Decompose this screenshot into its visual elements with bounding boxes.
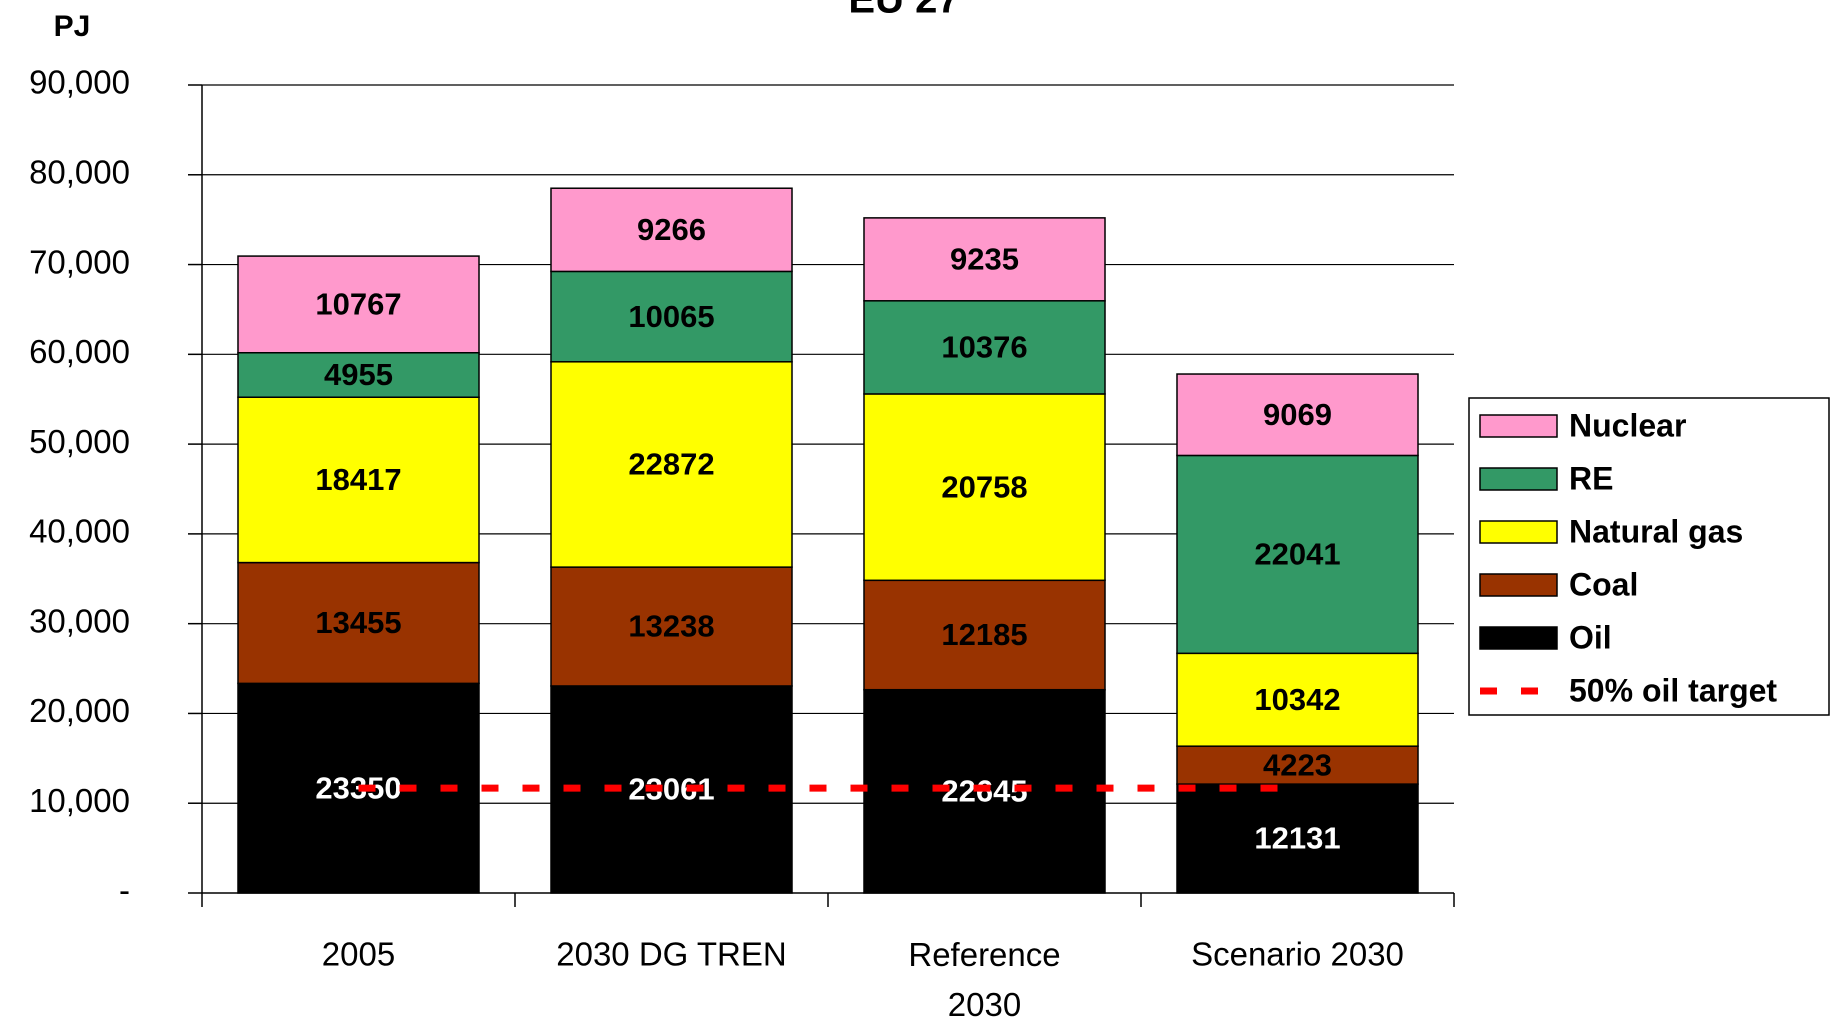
legend-swatch — [1479, 520, 1558, 544]
legend-swatch — [1479, 573, 1558, 597]
data-label: 10767 — [315, 287, 401, 322]
data-label: 13455 — [315, 605, 401, 640]
x-tick-label: Reference 2030 — [908, 936, 1060, 1022]
x-tick-label: Scenario 2030 — [1191, 936, 1404, 973]
x-tick-label: 2030 DG TREN — [556, 936, 786, 973]
bar-segment — [1176, 783, 1419, 894]
data-label: 9069 — [1263, 397, 1332, 432]
data-label: 9235 — [950, 242, 1019, 277]
data-label: 20758 — [941, 469, 1027, 504]
bar-segment — [550, 270, 793, 363]
bar-segment — [863, 579, 1106, 691]
bar-segment — [550, 187, 793, 273]
y-tick-label: - — [119, 872, 130, 909]
y-tick-label: 20,000 — [29, 692, 130, 729]
data-label: 12185 — [941, 617, 1027, 652]
bar-segment — [863, 300, 1106, 395]
data-label: 12131 — [1254, 821, 1340, 856]
bar-segment — [863, 393, 1106, 582]
data-label: 4223 — [1263, 747, 1332, 782]
data-label: 18417 — [315, 462, 401, 497]
y-tick-label: 80,000 — [29, 153, 130, 190]
data-label: 9266 — [637, 212, 706, 247]
bar-segment — [1176, 373, 1419, 457]
y-tick-label: 40,000 — [29, 513, 130, 550]
legend-swatch — [1479, 414, 1558, 438]
data-label: 4955 — [324, 357, 393, 392]
y-tick-label: 10,000 — [29, 782, 130, 819]
data-label: 13238 — [628, 609, 714, 644]
legend-label: RE — [1569, 460, 1613, 496]
bar-segment — [863, 217, 1106, 302]
bar-segment — [1176, 745, 1419, 785]
y-tick-label: 30,000 — [29, 602, 130, 639]
bar-segment — [1176, 454, 1419, 655]
x-tick-label-line: Reference — [908, 936, 1060, 973]
bar-segment — [237, 561, 480, 685]
y-axis-label: PJ — [54, 10, 91, 43]
bar-segment — [550, 566, 793, 687]
data-label: 10065 — [628, 299, 714, 334]
bar-segment — [550, 685, 793, 894]
data-label: 22872 — [628, 447, 714, 482]
legend-swatch — [1479, 467, 1558, 491]
legend-label: Nuclear — [1569, 407, 1686, 443]
legend-box — [1468, 397, 1830, 716]
data-label: 10342 — [1254, 682, 1340, 717]
legend-label: Oil — [1569, 619, 1612, 655]
legend-swatch — [1479, 626, 1558, 650]
y-tick-label: 70,000 — [29, 243, 130, 280]
x-tick-label-line: 2030 — [948, 986, 1021, 1022]
y-tick-label: 50,000 — [29, 423, 130, 460]
bar-segment — [1176, 652, 1419, 747]
bar-segment — [237, 396, 480, 564]
legend-label: Coal — [1569, 566, 1638, 602]
chart-title: EU 27 — [848, 0, 959, 22]
legend-label: 50% oil target — [1569, 672, 1777, 708]
legend-label: Natural gas — [1569, 513, 1743, 549]
bar-segment — [237, 255, 480, 354]
y-tick-label: 90,000 — [29, 64, 130, 101]
x-tick-label: 2005 — [322, 936, 395, 973]
data-label: 22041 — [1254, 537, 1340, 572]
data-label: 10376 — [941, 330, 1027, 365]
bar-segment — [550, 361, 793, 568]
y-tick-label: 60,000 — [29, 333, 130, 370]
